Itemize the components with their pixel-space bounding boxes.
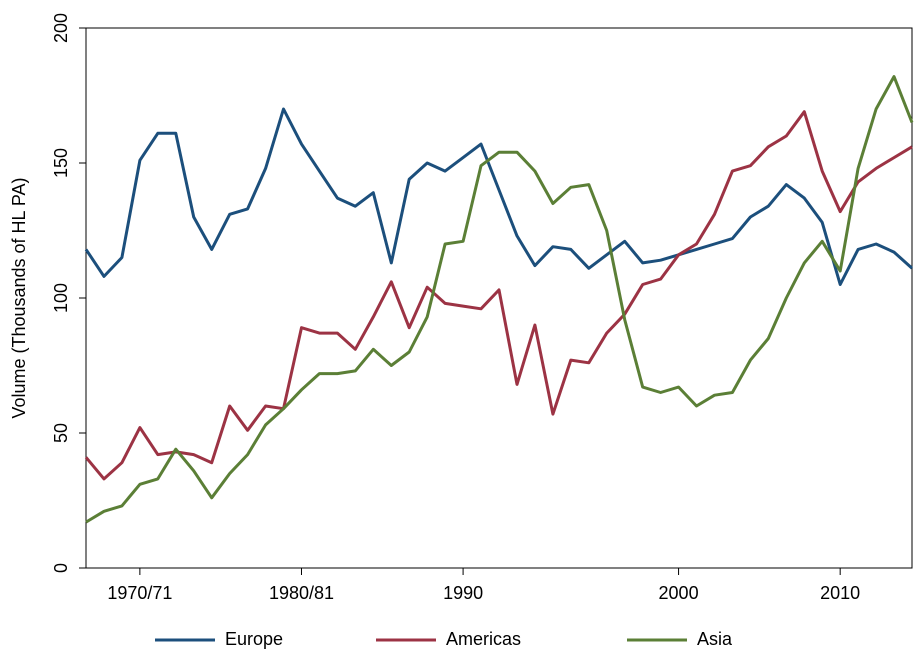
x-tick-label: 2010 — [820, 583, 860, 603]
x-tick-label: 2000 — [659, 583, 699, 603]
y-axis-label: Volume (Thousands of HL PA) — [9, 177, 29, 418]
series-line — [84, 110, 913, 481]
plot-frame — [85, 27, 913, 569]
x-tick-label: 1970/71 — [107, 583, 172, 603]
series-line — [84, 107, 914, 286]
x-tick-label: 1990 — [443, 583, 483, 603]
x-tick-label: 1980/81 — [269, 583, 334, 603]
legend-label: Americas — [446, 629, 521, 649]
legend-label: Asia — [697, 629, 733, 649]
series-line — [85, 75, 914, 524]
legend-label: Europe — [225, 629, 283, 649]
y-tick-label: 0 — [51, 563, 71, 573]
y-tick-label: 200 — [51, 13, 71, 43]
y-tick-label: 100 — [51, 283, 71, 313]
y-tick-label: 50 — [51, 423, 71, 443]
y-tick-label: 150 — [51, 148, 71, 178]
